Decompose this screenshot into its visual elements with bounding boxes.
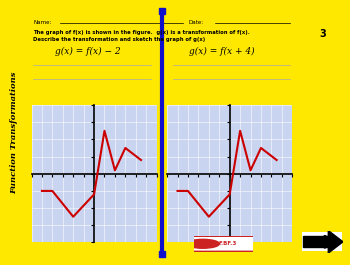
Text: F.BF.3: F.BF.3	[219, 241, 237, 246]
Text: Describe the transformation and sketch the graph of g(x): Describe the transformation and sketch t…	[33, 37, 205, 42]
Text: 3: 3	[320, 29, 326, 39]
Text: The graph of f(x) is shown in the figure.  g(x) is a transformation of f(x).: The graph of f(x) is shown in the figure…	[33, 30, 250, 35]
Polygon shape	[303, 236, 328, 248]
Text: g(x) = f(x) − 2: g(x) = f(x) − 2	[55, 47, 120, 56]
Circle shape	[318, 7, 328, 60]
Text: EXIT TICKET: EXIT TICKET	[314, 97, 327, 177]
Text: Name:: Name:	[33, 20, 52, 25]
Text: Function Transformations: Function Transformations	[10, 71, 18, 194]
FancyBboxPatch shape	[302, 232, 342, 251]
FancyBboxPatch shape	[189, 236, 258, 251]
Text: g(x) = f(x + 4): g(x) = f(x + 4)	[189, 47, 254, 56]
Circle shape	[186, 239, 219, 248]
Text: Date:: Date:	[189, 20, 204, 25]
Polygon shape	[328, 231, 343, 253]
